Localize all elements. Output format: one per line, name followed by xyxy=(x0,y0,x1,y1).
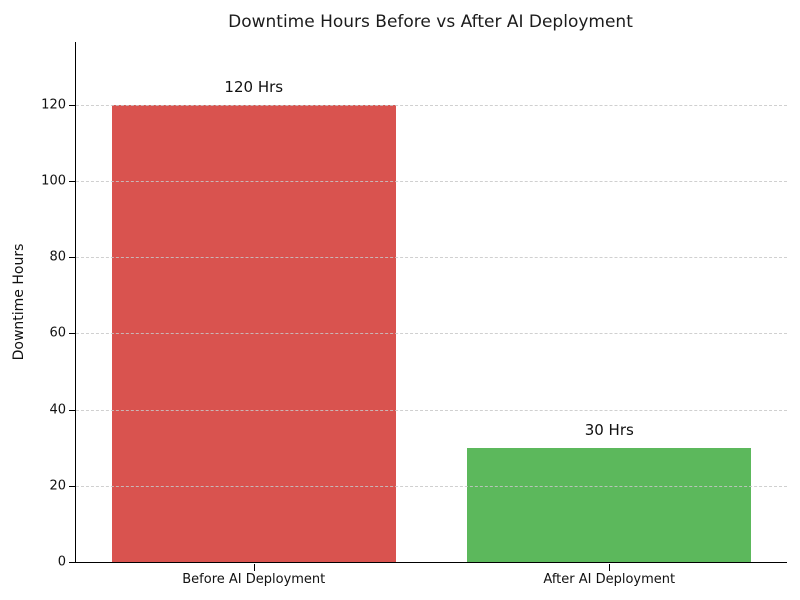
y-axis-tick xyxy=(69,104,76,106)
y-axis-label: Downtime Hours xyxy=(11,243,27,361)
y-axis-tick xyxy=(69,257,76,259)
x-axis-tick xyxy=(253,564,255,571)
bar-value-label: 120 Hrs xyxy=(224,77,284,96)
y-axis-tick xyxy=(69,333,76,335)
bar-after-ai-deployment xyxy=(467,447,752,562)
y-axis-tick xyxy=(69,409,76,411)
y-tick-label: 120 xyxy=(41,97,66,113)
bar-before-ai-deployment xyxy=(111,104,396,562)
y-axis-tick xyxy=(69,562,76,563)
y-tick-label: 60 xyxy=(49,325,66,341)
y-tick-label: 80 xyxy=(49,249,66,265)
x-tick-label: Before AI Deployment xyxy=(182,572,326,587)
y-tick-label: 100 xyxy=(41,173,66,189)
y-axis-tick xyxy=(69,181,76,183)
y-tick-label: 20 xyxy=(49,478,66,494)
y-tick-label: 0 xyxy=(57,554,66,570)
plot-area: 0 20 40 60 80 100 120 120 Hrs Before AI Deployme… xyxy=(41,42,787,587)
x-axis-tick xyxy=(609,564,611,571)
bar-value-label: 30 Hrs xyxy=(584,420,634,439)
chart-title: Downtime Hours Before vs After AI Deploy… xyxy=(228,12,633,32)
y-axis-tick xyxy=(69,485,76,487)
y-tick-label: 40 xyxy=(49,402,66,418)
x-tick-label: After AI Deployment xyxy=(543,572,676,587)
